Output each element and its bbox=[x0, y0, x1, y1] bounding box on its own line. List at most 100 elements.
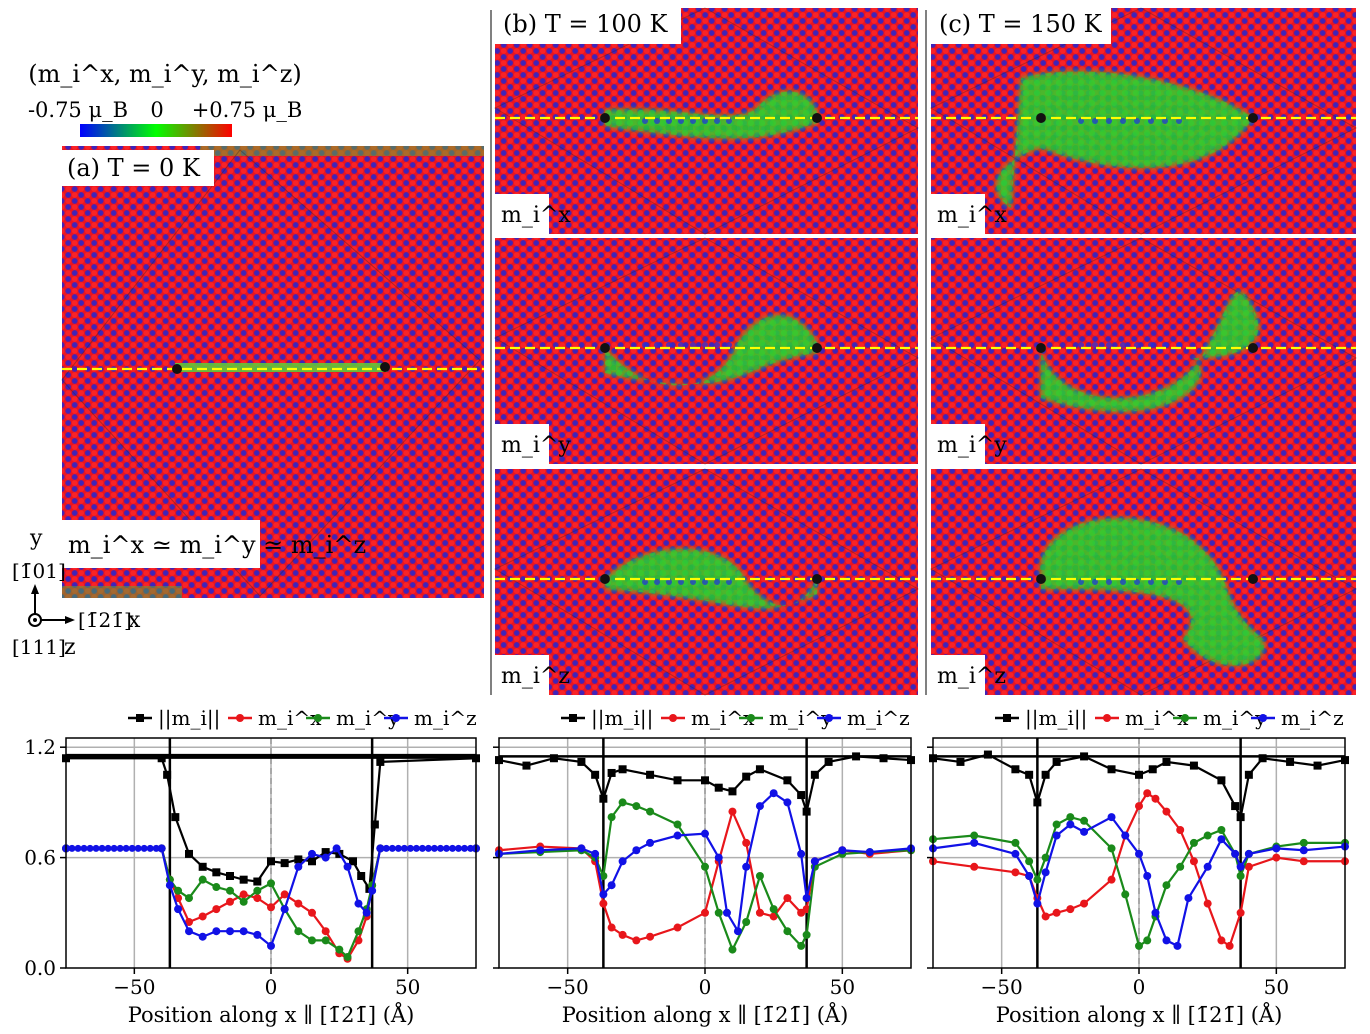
data-point bbox=[117, 845, 124, 852]
data-point bbox=[1108, 876, 1116, 884]
data-point bbox=[1033, 876, 1041, 884]
data-point bbox=[93, 845, 100, 852]
data-point bbox=[1042, 868, 1050, 876]
legend-3: ||m_i|| m_i^x m_i^y m_i^z bbox=[995, 706, 1344, 731]
data-point bbox=[240, 927, 248, 935]
data-point bbox=[1135, 771, 1143, 779]
data-point bbox=[226, 872, 234, 880]
data-point bbox=[715, 784, 723, 792]
triad-x-name: x bbox=[128, 608, 141, 633]
data-point bbox=[1176, 826, 1184, 834]
data-point bbox=[599, 795, 607, 803]
data-point bbox=[123, 845, 130, 852]
x-axis-label: Position along x ∥ [1̄21̄] (Å) bbox=[562, 1002, 849, 1027]
data-point bbox=[253, 878, 261, 886]
map-b-row-label-1: m_i^x bbox=[501, 203, 571, 228]
map-c-row-label-1: m_i^x bbox=[937, 203, 1007, 228]
plot-panel-2: −50 0 50Position along x ∥ [1̄21̄] (Å)||m_… bbox=[493, 706, 915, 1027]
data-point bbox=[267, 903, 275, 911]
map-a-core-right bbox=[380, 362, 390, 372]
data-point bbox=[608, 881, 616, 889]
data-point bbox=[783, 798, 791, 806]
data-point bbox=[1025, 857, 1033, 865]
data-point bbox=[742, 773, 750, 781]
legend-1: ||m_i|| m_i^x m_i^y m_i^z bbox=[128, 706, 477, 731]
colorbar-mid-label: 0 bbox=[150, 98, 163, 122]
data-point bbox=[1300, 846, 1308, 854]
map-c-core-right-3 bbox=[1248, 574, 1258, 584]
data-point bbox=[970, 863, 978, 871]
data-point bbox=[240, 890, 248, 898]
data-point bbox=[1162, 936, 1170, 944]
data-point bbox=[1190, 762, 1198, 770]
data-point bbox=[240, 876, 248, 884]
data-point bbox=[1151, 795, 1159, 803]
data-point bbox=[212, 905, 220, 913]
data-point bbox=[226, 887, 234, 895]
data-point bbox=[135, 845, 142, 852]
data-point bbox=[632, 936, 640, 944]
data-point bbox=[419, 845, 426, 852]
data-point bbox=[1135, 942, 1143, 950]
data-point bbox=[308, 857, 316, 865]
data-point bbox=[797, 850, 805, 858]
data-point bbox=[253, 887, 261, 895]
data-point bbox=[1226, 942, 1234, 950]
data-point bbox=[1025, 771, 1033, 779]
data-point bbox=[783, 776, 791, 784]
data-point bbox=[1108, 813, 1116, 821]
data-point bbox=[783, 927, 791, 935]
data-point bbox=[591, 850, 599, 858]
data-point bbox=[174, 905, 182, 913]
data-point bbox=[536, 846, 544, 854]
data-point bbox=[253, 931, 261, 939]
legend-entry-norm: ||m_i|| bbox=[1025, 706, 1087, 731]
map-b-row-label-2: m_i^y bbox=[501, 433, 571, 458]
map-c-core-right-2 bbox=[1248, 343, 1258, 353]
data-point bbox=[199, 876, 207, 884]
map-c-title: (c) T = 150 K bbox=[939, 10, 1103, 38]
map-b-row-label-3: m_i^z bbox=[501, 664, 570, 689]
data-point bbox=[294, 900, 302, 908]
map-c-core-left-2 bbox=[1036, 343, 1046, 353]
data-point bbox=[294, 927, 302, 935]
data-point bbox=[599, 900, 607, 908]
data-point bbox=[357, 872, 365, 880]
data-point bbox=[1011, 839, 1019, 847]
data-point bbox=[87, 845, 94, 852]
data-point bbox=[1217, 826, 1225, 834]
data-point bbox=[461, 845, 468, 852]
data-point bbox=[308, 909, 316, 917]
data-point bbox=[1042, 771, 1050, 779]
data-point bbox=[1237, 863, 1245, 871]
data-point bbox=[728, 808, 736, 816]
data-point bbox=[1066, 905, 1074, 913]
x-tick-label: −50 bbox=[981, 975, 1023, 999]
data-point bbox=[770, 789, 778, 797]
data-point bbox=[267, 857, 275, 865]
data-point bbox=[443, 845, 450, 852]
data-point bbox=[1135, 850, 1143, 858]
data-point bbox=[577, 844, 585, 852]
x-tick-label: −50 bbox=[547, 975, 589, 999]
data-point bbox=[1149, 765, 1157, 773]
data-point bbox=[395, 845, 402, 852]
map-a-dislocation-band bbox=[175, 363, 387, 372]
data-point bbox=[783, 894, 791, 902]
data-point bbox=[825, 758, 833, 766]
legend-entry-mz: m_i^z bbox=[414, 706, 477, 730]
data-point bbox=[1033, 900, 1041, 908]
x-tick-label: 50 bbox=[395, 975, 420, 999]
data-point bbox=[1151, 909, 1159, 917]
data-point bbox=[163, 771, 171, 779]
data-point bbox=[111, 845, 118, 852]
data-point bbox=[803, 808, 811, 816]
map-c-row-2: m_i^y bbox=[931, 238, 1356, 464]
map-b-core-left-1 bbox=[600, 113, 610, 123]
data-point bbox=[389, 845, 396, 852]
data-point bbox=[437, 845, 444, 852]
data-point bbox=[646, 933, 654, 941]
data-point bbox=[591, 771, 599, 779]
data-point bbox=[646, 839, 654, 847]
data-point bbox=[811, 771, 819, 779]
